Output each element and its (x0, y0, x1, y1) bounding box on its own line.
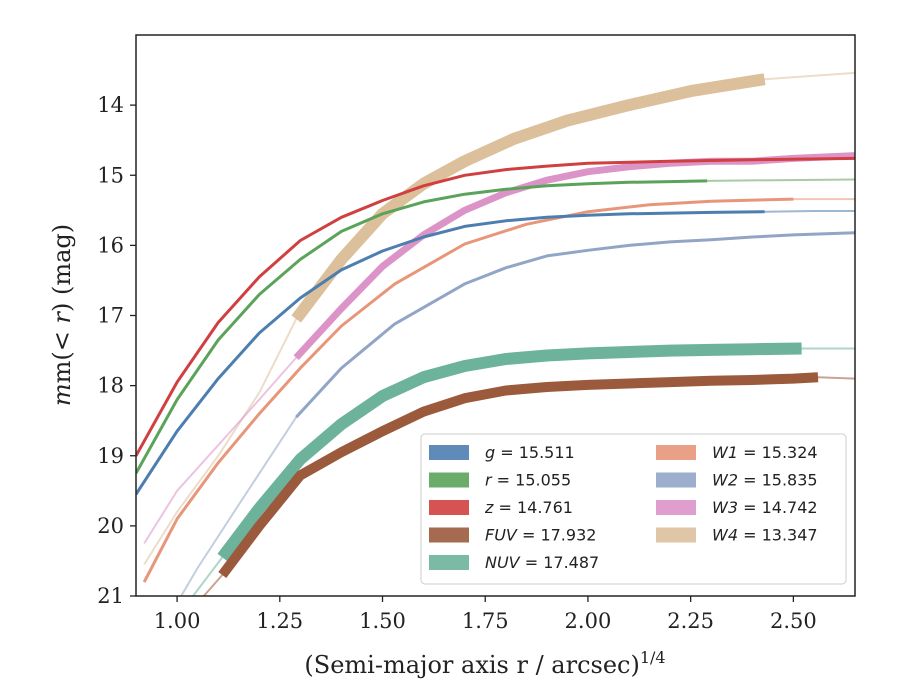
series-z (136, 156, 855, 457)
x-tick-label: 1.75 (462, 609, 509, 633)
legend-item-w2: W2 = 15.835 (656, 471, 818, 490)
series-w2-line (295, 231, 855, 419)
legend-label: W3 = 14.742 (712, 498, 818, 517)
y-tick-label: 17 (97, 304, 124, 328)
series-nuv-line (217, 342, 802, 562)
series-w1 (142, 197, 855, 583)
series-fuv-line (218, 372, 819, 579)
legend-swatch (656, 500, 696, 515)
legend-swatch (656, 445, 696, 460)
series-g (136, 210, 855, 496)
y-axis: 14 15 16 17 18 19 20 21 (97, 93, 136, 608)
series-z-line (136, 156, 855, 457)
legend-item-r: r = 15.055 (429, 471, 571, 490)
series-nuv (191, 342, 855, 596)
legend-label: W4 = 13.347 (712, 526, 818, 545)
legend-item-w3: W3 = 14.742 (656, 498, 818, 517)
y-tick-label: 19 (97, 444, 124, 468)
series-w2 (180, 231, 855, 596)
legend-swatch (429, 445, 469, 460)
legend-label: g = 15.511 (485, 443, 575, 462)
legend-swatch (429, 472, 469, 488)
series-layer (136, 71, 855, 596)
legend-swatch (656, 527, 696, 543)
legend-label: W2 = 15.835 (712, 471, 818, 490)
series-r-line (136, 179, 708, 475)
series-w1-line (142, 197, 794, 583)
series-w4-line (291, 73, 766, 323)
x-tick-label: 2.25 (667, 609, 714, 633)
y-tick-label: 14 (97, 93, 124, 117)
y-tick-label: 21 (97, 584, 124, 608)
y-tick-label: 18 (97, 374, 124, 398)
x-axis-label: (Semi-major axis r / arcsec)1/4 (304, 648, 665, 679)
series-g-line (136, 210, 765, 496)
y-axis-label: mm(< r) (mag) (48, 224, 76, 406)
y-tick-label: 15 (97, 163, 124, 187)
x-tick-label: 1.50 (359, 609, 406, 633)
legend-swatch (429, 500, 469, 515)
legend-box (420, 433, 847, 585)
y-tick-label: 20 (97, 514, 124, 538)
series-r (136, 178, 855, 475)
legend-item-nuv: NUV = 17.487 (429, 553, 599, 572)
legend-items: g = 15.511 r = 15.055 z = 14.761 FUV = 17.9… (429, 443, 818, 572)
series-fuv (202, 372, 855, 596)
legend-label: NUV = 17.487 (485, 553, 599, 572)
legend-swatch (656, 472, 696, 488)
y-tick-label: 16 (97, 233, 124, 257)
legend-item-w1: W1 = 15.324 (656, 443, 818, 462)
legend-item-w4: W4 = 13.347 (656, 526, 818, 545)
legend-item-g: g = 15.511 (429, 443, 575, 462)
legend-label: FUV = 17.932 (485, 526, 596, 545)
legend-swatch (429, 527, 469, 543)
legend-label: r = 15.055 (485, 471, 571, 490)
legend-item-z: z = 14.761 (429, 498, 573, 517)
x-tick-label: 1.00 (154, 609, 201, 633)
legend-item-fuv: FUV = 17.932 (429, 526, 596, 545)
x-tick-label: 1.25 (256, 609, 303, 633)
x-axis: 1.00 1.25 1.50 1.75 2.00 2.25 2.50 (154, 596, 817, 633)
legend-label: z = 14.761 (484, 498, 573, 517)
x-tick-label: 2.50 (770, 609, 817, 633)
series-w4 (143, 71, 855, 565)
legend: g = 15.511 r = 15.055 z = 14.761 FUV = 17.9… (420, 433, 847, 585)
x-tick-label: 2.00 (565, 609, 612, 633)
legend-swatch (429, 555, 469, 570)
legend-label: W1 = 15.324 (712, 443, 818, 462)
